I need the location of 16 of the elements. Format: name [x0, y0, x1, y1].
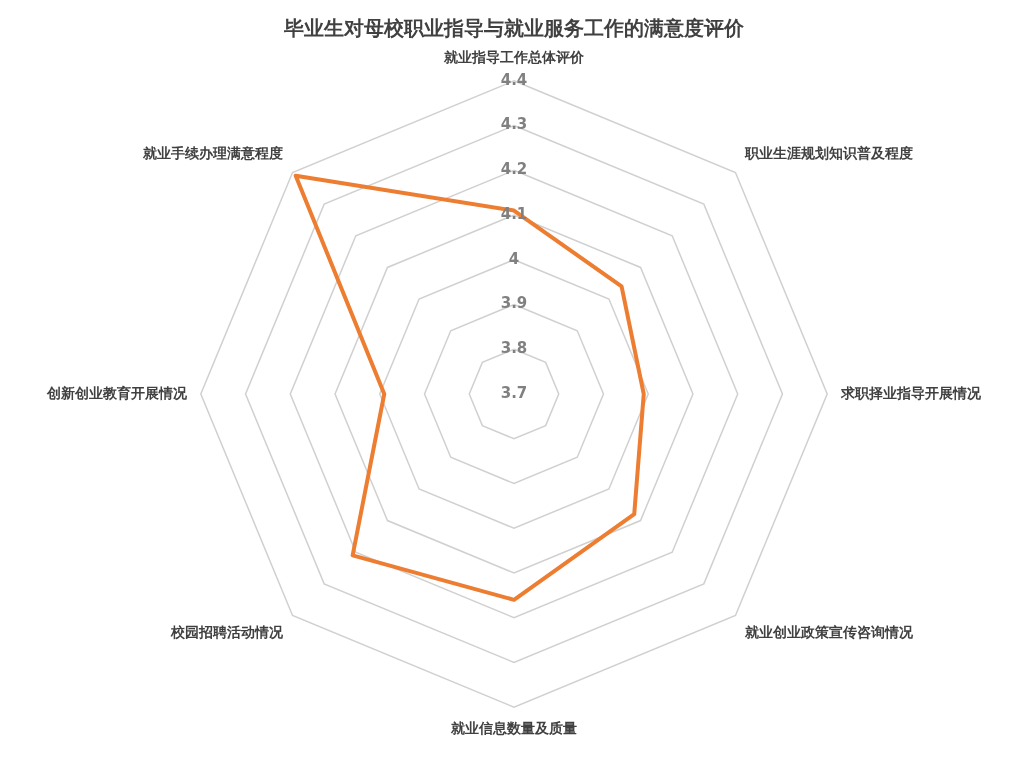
spoke-label: 就业创业政策宣传咨询情况 — [744, 624, 915, 641]
spoke-label: 校园招聘活动情况 — [169, 624, 284, 641]
chart-title: 毕业生对母校职业指导与就业服务工作的满意度评价 — [283, 16, 745, 41]
spoke-label: 就业指导工作总体评价 — [443, 49, 585, 66]
spoke-label: 就业信息数量及质量 — [450, 720, 577, 737]
spoke-label: 职业生涯规划知识普及程度 — [744, 144, 914, 161]
spoke-label: 创新创业教育开展情况 — [45, 384, 188, 401]
y-tick-label: 3.8 — [500, 339, 528, 358]
y-tick-label: 3.9 — [500, 294, 528, 313]
y-tick-label: 4.3 — [500, 115, 528, 134]
y-tick-label: 4.2 — [500, 160, 528, 179]
y-tick-label: 4 — [508, 249, 520, 268]
spoke-label: 就业手续办理满意程度 — [141, 144, 283, 161]
spoke-label: 求职择业指导开展情况 — [840, 384, 983, 401]
y-tick-label: 4.4 — [500, 70, 528, 89]
y-tick-label: 3.7 — [500, 383, 528, 402]
